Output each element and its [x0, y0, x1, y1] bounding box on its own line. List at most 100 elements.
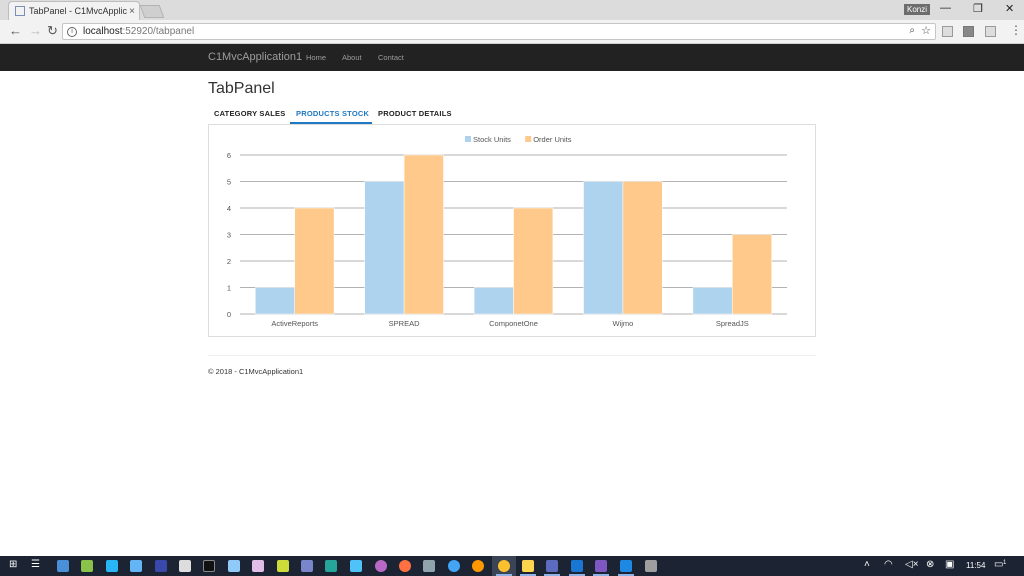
url-host: localhost — [83, 26, 123, 37]
footer-divider — [208, 355, 816, 356]
app-icon[interactable] — [375, 560, 387, 572]
bar-order-units — [622, 181, 663, 315]
action-center-icon[interactable]: ▭ — [994, 559, 1004, 570]
info-icon[interactable]: i — [67, 26, 77, 37]
browser-tab[interactable]: TabPanel - C1MvcApplica × — [8, 1, 140, 20]
terminal-icon[interactable] — [203, 560, 215, 572]
app-icon[interactable] — [350, 560, 362, 572]
app-icon[interactable] — [645, 560, 657, 572]
vscode-icon[interactable] — [620, 560, 632, 572]
app-icon[interactable] — [179, 560, 191, 572]
teams-icon[interactable] — [546, 560, 558, 572]
close-tab-icon[interactable]: × — [129, 5, 135, 17]
bar-order-units — [732, 234, 772, 315]
bar-order-units — [294, 207, 335, 315]
maximize-icon[interactable]: ❐ — [973, 3, 983, 15]
legend-swatch — [525, 136, 532, 142]
tab-category-sales[interactable]: CATEGORY SALES — [214, 109, 286, 118]
volume-muted-icon[interactable]: ◁× — [905, 559, 919, 570]
input-icon[interactable]: ▣ — [945, 559, 955, 570]
file-explorer-icon[interactable] — [522, 560, 534, 572]
y-tick-label: 4 — [227, 204, 231, 213]
nav-link-about[interactable]: About — [342, 53, 362, 62]
browser-tabstrip: TabPanel - C1MvcApplica × Konzi — ❐ ✕ — [0, 0, 1024, 20]
bar-stock-units — [473, 287, 514, 315]
bookmark-star-icon[interactable]: ☆ — [921, 25, 931, 37]
extension-icon[interactable] — [985, 26, 996, 37]
x-tick-label: ActiveReports — [271, 319, 318, 328]
nav-link-home[interactable]: Home — [306, 53, 327, 62]
powershell-icon[interactable] — [155, 560, 167, 572]
outlook-icon[interactable] — [571, 560, 583, 572]
visual-studio-icon[interactable] — [595, 560, 607, 572]
show-hidden-icons-icon[interactable]: ˄ — [864, 559, 870, 570]
store-icon[interactable] — [106, 560, 118, 572]
running-app-indicator — [618, 574, 634, 576]
extension-icon[interactable] — [963, 26, 974, 37]
browser-tab-title: TabPanel - C1MvcApplica — [29, 6, 128, 16]
windows-taskbar: ⊞ ☰ ˄ ◠ ◁× ⊗ ▣ 11:54 ▭ 1 — [0, 556, 1024, 576]
x-tick-label: SPREAD — [389, 319, 420, 328]
bar-order-units — [403, 154, 444, 315]
page-icon — [15, 6, 25, 16]
minimize-icon[interactable]: — — [940, 2, 951, 14]
reload-icon[interactable]: ↻ — [47, 23, 58, 38]
nav-link-contact[interactable]: Contact — [378, 53, 404, 62]
chrome-icon[interactable] — [498, 560, 510, 572]
wifi-icon[interactable]: ◠ — [884, 559, 893, 570]
app-icon[interactable] — [228, 560, 240, 572]
bar-order-units — [513, 207, 554, 315]
browser-toolbar: ← → ↻ i localhost:52920/tabpanel ⌕ ☆ ⋮ — [0, 20, 1024, 44]
clock-time[interactable]: 11:54 — [966, 561, 986, 570]
tab-panel-content: 0 1 2 3 4 5 6 ActiveReports SPREAD ComponetOne Wij… — [208, 124, 816, 337]
bar-stock-units — [255, 287, 295, 315]
firefox-icon[interactable] — [472, 560, 484, 572]
task-view-icon[interactable]: ☰ — [31, 559, 40, 570]
app-icon[interactable] — [325, 560, 337, 572]
address-bar[interactable]: i localhost:52920/tabpanel ⌕ ☆ — [62, 23, 936, 40]
back-icon[interactable]: ← — [9, 23, 22, 38]
y-tick-label: 0 — [227, 310, 231, 319]
app-navbar: C1MvcApplication1 Home About Contact — [0, 44, 1024, 71]
forward-icon[interactable]: → — [29, 23, 42, 38]
edge-icon[interactable] — [448, 560, 460, 572]
app-icon[interactable] — [57, 560, 69, 572]
app-icon[interactable] — [301, 560, 313, 572]
app-icon[interactable] — [252, 560, 264, 572]
running-app-indicator — [593, 574, 609, 576]
browser-menu-icon[interactable]: ⋮ — [1010, 23, 1022, 37]
x-tick-label: Wijmo — [612, 319, 633, 328]
app-icon[interactable] — [277, 560, 289, 572]
app-icon[interactable] — [130, 560, 142, 572]
x-tick-label: ComponetOne — [489, 319, 538, 328]
notification-count: 1 — [1003, 560, 1007, 566]
bar-stock-units — [364, 181, 405, 315]
bar-stock-units — [692, 287, 733, 315]
app-brand-link[interactable]: C1MvcApplication1 — [208, 51, 303, 63]
error-icon[interactable]: ⊗ — [926, 559, 935, 570]
profile-badge[interactable]: Konzi — [904, 4, 931, 15]
close-window-icon[interactable]: ✕ — [1005, 3, 1015, 15]
x-tick-label: SpreadJS — [716, 319, 749, 328]
legend-label: Order Units — [533, 135, 572, 144]
y-tick-label: 6 — [227, 151, 231, 160]
app-icon[interactable] — [423, 560, 435, 572]
y-tick-label: 1 — [227, 284, 231, 293]
running-app-indicator — [544, 574, 560, 576]
windows-start-icon[interactable]: ⊞ — [9, 559, 18, 570]
y-tick-label: 2 — [227, 257, 231, 266]
y-tick-label: 3 — [227, 231, 231, 240]
footer-text: © 2018 - C1MvcApplication1 — [208, 367, 304, 376]
tab-products-stock[interactable]: PRODUCTS STOCK — [290, 104, 372, 124]
tab-panel-headers: CATEGORY SALES PRODUCTS STOCK PRODUCT DE… — [208, 104, 816, 124]
new-tab-button[interactable] — [139, 5, 165, 18]
y-tick-label: 5 — [227, 178, 231, 187]
zoom-icon[interactable]: ⌕ — [909, 25, 915, 36]
products-stock-chart: 0 1 2 3 4 5 6 ActiveReports SPREAD ComponetOne Wij… — [227, 135, 787, 328]
url-path: :52920/tabpanel — [122, 26, 195, 37]
app-icon[interactable] — [399, 560, 411, 572]
tab-product-details[interactable]: PRODUCT DETAILS — [378, 109, 452, 118]
app-icon[interactable] — [81, 560, 93, 572]
legend-label: Stock Units — [473, 135, 511, 144]
extension-icon[interactable] — [942, 26, 953, 37]
